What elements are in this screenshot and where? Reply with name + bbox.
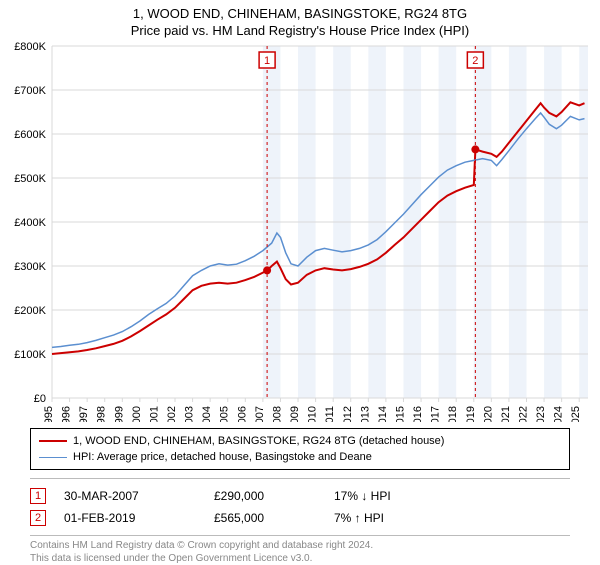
y-axis-label: £700K (14, 85, 46, 97)
x-axis-label: 2000 (131, 406, 143, 422)
legend-label: 1, WOOD END, CHINEHAM, BASINGSTOKE, RG24… (73, 435, 444, 447)
x-axis-label: 2022 (517, 406, 529, 422)
x-axis-label: 1999 (113, 406, 125, 422)
x-axis-label: 2010 (307, 406, 319, 422)
sale-diff: 7% ↑ HPI (334, 511, 454, 525)
sale-dot (471, 145, 479, 153)
x-axis-label: 2014 (377, 406, 389, 422)
page-title: 1, WOOD END, CHINEHAM, BASINGSTOKE, RG24… (0, 0, 600, 21)
x-axis-label: 1997 (78, 406, 90, 422)
x-axis-label: 2009 (289, 406, 301, 422)
x-axis-label: 2013 (359, 406, 371, 422)
legend-row: HPI: Average price, detached house, Basi… (39, 449, 561, 465)
x-axis-label: 2002 (166, 406, 178, 422)
x-axis-label: 2007 (254, 406, 266, 422)
y-axis-label: £500K (14, 173, 46, 185)
x-axis-label: 2021 (500, 406, 512, 422)
x-axis-label: 2004 (201, 406, 213, 422)
sale-price: £290,000 (214, 489, 334, 503)
x-axis-label: 2003 (184, 406, 196, 422)
sale-dot (263, 266, 271, 274)
x-axis-label: 2024 (553, 406, 565, 422)
legend: 1, WOOD END, CHINEHAM, BASINGSTOKE, RG24… (30, 428, 570, 470)
sale-marker-id: 1 (264, 55, 270, 67)
y-axis-label: £0 (34, 393, 46, 405)
footer-line: This data is licensed under the Open Gov… (30, 553, 570, 565)
y-axis-label: £300K (14, 261, 46, 273)
x-axis-label: 2001 (148, 406, 160, 422)
table-row: 2 01-FEB-2019£565,0007% ↑ HPI (30, 507, 570, 529)
x-axis-label: 2018 (447, 406, 459, 422)
legend-swatch (39, 440, 67, 442)
y-axis-label: £800K (14, 42, 46, 53)
legend-swatch (39, 457, 67, 458)
sale-marker-id: 2 (472, 55, 478, 67)
x-axis-label: 1996 (61, 406, 73, 422)
y-axis-label: £200K (14, 305, 46, 317)
sale-date: 30-MAR-2007 (64, 489, 214, 503)
footer-line: Contains HM Land Registry data © Crown c… (30, 540, 570, 553)
x-axis-label: 1995 (43, 406, 55, 422)
x-axis-label: 2017 (430, 406, 442, 422)
sale-marker-box: 2 (30, 510, 46, 526)
footer: Contains HM Land Registry data © Crown c… (30, 535, 570, 565)
x-axis-label: 2020 (482, 406, 494, 422)
legend-label: HPI: Average price, detached house, Basi… (73, 451, 372, 463)
x-axis-label: 2011 (324, 406, 336, 422)
sale-table: 1 30-MAR-2007£290,00017% ↓ HPI 2 01-FEB-201… (30, 478, 570, 529)
table-row: 1 30-MAR-2007£290,00017% ↓ HPI (30, 485, 570, 507)
x-axis-label: 2015 (394, 406, 406, 422)
sale-marker-box: 1 (30, 488, 46, 504)
series-price_paid (52, 102, 585, 354)
x-axis-label: 2025 (570, 406, 582, 422)
x-axis-label: 2019 (465, 406, 477, 422)
sale-diff: 17% ↓ HPI (334, 489, 454, 503)
x-axis-label: 2016 (412, 406, 424, 422)
x-axis-label: 2012 (342, 406, 354, 422)
x-axis-label: 2008 (271, 406, 283, 422)
y-axis-label: £600K (14, 129, 46, 141)
x-axis-label: 2006 (236, 406, 248, 422)
x-axis-label: 2005 (219, 406, 231, 422)
price-chart: £0 £100K £200K £300K £400K £500K £600K £700K £80… (0, 42, 600, 422)
sale-price: £565,000 (214, 511, 334, 525)
page-subtitle: Price paid vs. HM Land Registry's House … (0, 21, 600, 42)
x-axis-label: 2023 (535, 406, 547, 422)
y-axis-label: £100K (14, 349, 46, 361)
x-axis-label: 1998 (96, 406, 108, 422)
sale-date: 01-FEB-2019 (64, 511, 214, 525)
y-axis-label: £400K (14, 217, 46, 229)
legend-row: 1, WOOD END, CHINEHAM, BASINGSTOKE, RG24… (39, 433, 561, 449)
